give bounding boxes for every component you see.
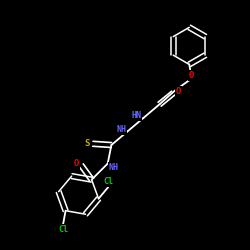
Text: NH: NH xyxy=(109,163,119,172)
Text: HN: HN xyxy=(132,111,141,120)
Text: O: O xyxy=(189,71,194,80)
Text: Cl: Cl xyxy=(58,225,68,234)
Text: Cl: Cl xyxy=(104,177,114,186)
Text: S: S xyxy=(84,139,89,148)
Text: O: O xyxy=(74,159,79,168)
Text: O: O xyxy=(176,87,181,96)
Text: NH: NH xyxy=(116,125,126,134)
